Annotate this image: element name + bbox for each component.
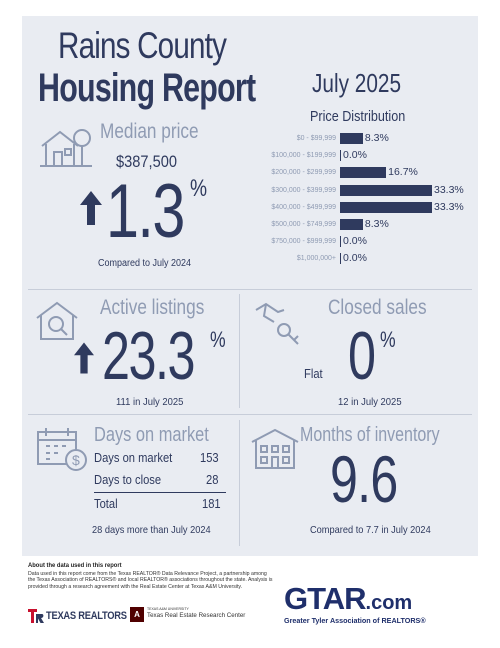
- median-price-note: Compared to July 2024: [98, 258, 192, 269]
- price-bar: [340, 253, 341, 265]
- months-inventory-value: 9.6: [330, 442, 398, 516]
- price-bar: [340, 167, 387, 179]
- price-distribution-chart: $0 - $99,999 8.3% $100,000 - $199,999 0.0% $…: [22, 16, 478, 276]
- active-listings-unit: %: [210, 327, 226, 352]
- price-bar-value: 33.3%: [434, 183, 464, 196]
- tamu-center-text: Texas Real Estate Research Center: [147, 612, 246, 619]
- report-title: Housing Report: [38, 66, 256, 110]
- dom-row-2-label: Days to close: [94, 472, 162, 487]
- calendar-dollar-icon: $: [36, 426, 88, 472]
- about-title: About the data used in this report: [28, 562, 122, 569]
- closed-sales-change: 0: [348, 318, 376, 394]
- about-text: Data used in this report come from the T…: [28, 571, 273, 590]
- dom-row-1-value: 153: [200, 450, 219, 465]
- price-bar: [340, 236, 341, 248]
- tamu-small-text: TEXAS A&M UNIVERSITY: [147, 607, 189, 611]
- house-magnifier-icon: [34, 300, 80, 342]
- report-date: July 2025: [312, 68, 402, 98]
- active-listings-change: 23.3: [102, 318, 196, 394]
- arrow-up-icon: [74, 342, 94, 374]
- active-listings-note: 111 in July 2025: [116, 396, 184, 408]
- active-listings-title: Active listings: [100, 296, 205, 319]
- gtar-logo-suffix: .com: [365, 592, 413, 614]
- divider-vertical-2: [239, 420, 240, 546]
- price-bar-label: $1,000,000+: [296, 255, 336, 263]
- closed-sales-note: 12 in July 2025: [338, 396, 402, 408]
- months-inventory-note: Compared to 7.7 in July 2024: [310, 524, 431, 536]
- price-bar-value: 0.0%: [343, 149, 367, 162]
- price-bar-value: 0.0%: [343, 235, 367, 248]
- price-bar: [340, 133, 363, 144]
- dom-total-value: 181: [202, 496, 221, 511]
- arrow-up-icon: [80, 191, 102, 225]
- price-distribution-title: Price Distribution: [310, 108, 406, 125]
- texas-realtors-text: TEXAS REALTORS: [46, 610, 127, 622]
- dom-total-rule: [94, 492, 226, 493]
- price-bar-value: 8.3%: [364, 218, 389, 230]
- price-bar-label: $300,000 - $399,999: [271, 186, 336, 194]
- price-bar: [340, 150, 341, 162]
- median-price-value: $387,500: [116, 152, 177, 171]
- dom-row-2-value: 28: [206, 472, 219, 487]
- price-bar-label: $750,000 - $999,999: [271, 238, 336, 246]
- days-on-market-note: 28 days more than July 2024: [92, 524, 211, 536]
- footer-panel: [22, 556, 478, 632]
- price-bar: [340, 201, 432, 213]
- house-tree-icon: [38, 124, 94, 170]
- closed-sales-unit: %: [380, 327, 396, 352]
- county-title: Rains County: [58, 25, 227, 66]
- tamu-logo: A TEXAS A&M UNIVERSITY Texas Real Estate…: [130, 607, 245, 623]
- report-card: Rains County Housing Report July 2025 Me…: [22, 16, 478, 632]
- texas-realtors-logo: TEXAS REALTORS: [28, 608, 140, 624]
- hand-key-icon: [254, 300, 304, 346]
- divider-vertical-1: [239, 294, 240, 408]
- price-bar-value: 0.0%: [343, 252, 367, 265]
- closed-sales-title: Closed sales: [328, 296, 427, 319]
- price-bar-label: $400,000 - $499,999: [271, 203, 336, 211]
- dom-total-label: Total: [94, 496, 118, 511]
- price-bar: [340, 184, 432, 196]
- price-bar-value: 8.3%: [364, 132, 389, 144]
- gtar-logo: GTAR.com: [284, 582, 412, 620]
- price-bar-label: $100,000 - $199,999: [271, 152, 336, 160]
- price-bar-value: 16.7%: [388, 166, 418, 179]
- price-bar: [340, 219, 363, 230]
- tamu-mark: A: [130, 607, 144, 622]
- price-bar-value: 33.3%: [434, 200, 464, 213]
- gtar-tagline: Greater Tyler Association of REALTORS®: [284, 616, 426, 625]
- divider-top: [28, 289, 472, 290]
- median-price-change: 1.3: [106, 169, 185, 254]
- building-icon: [250, 426, 300, 470]
- dom-row-1-label: Days on market: [94, 450, 173, 465]
- months-inventory-title: Months of inventory: [300, 424, 440, 446]
- price-bar-label: $0 - $99,999: [296, 135, 336, 142]
- days-on-market-title: Days on market: [94, 424, 209, 446]
- gtar-logo-text: GTAR: [284, 581, 367, 616]
- svg-text:$: $: [72, 452, 80, 468]
- divider-middle: [28, 414, 472, 415]
- closed-sales-flat: Flat: [304, 366, 323, 381]
- price-bar-label: $500,000 - $749,999: [271, 221, 336, 228]
- price-bar-label: $200,000 - $299,999: [271, 169, 336, 177]
- median-price-title: Median price: [100, 120, 199, 143]
- median-price-unit: %: [190, 175, 208, 202]
